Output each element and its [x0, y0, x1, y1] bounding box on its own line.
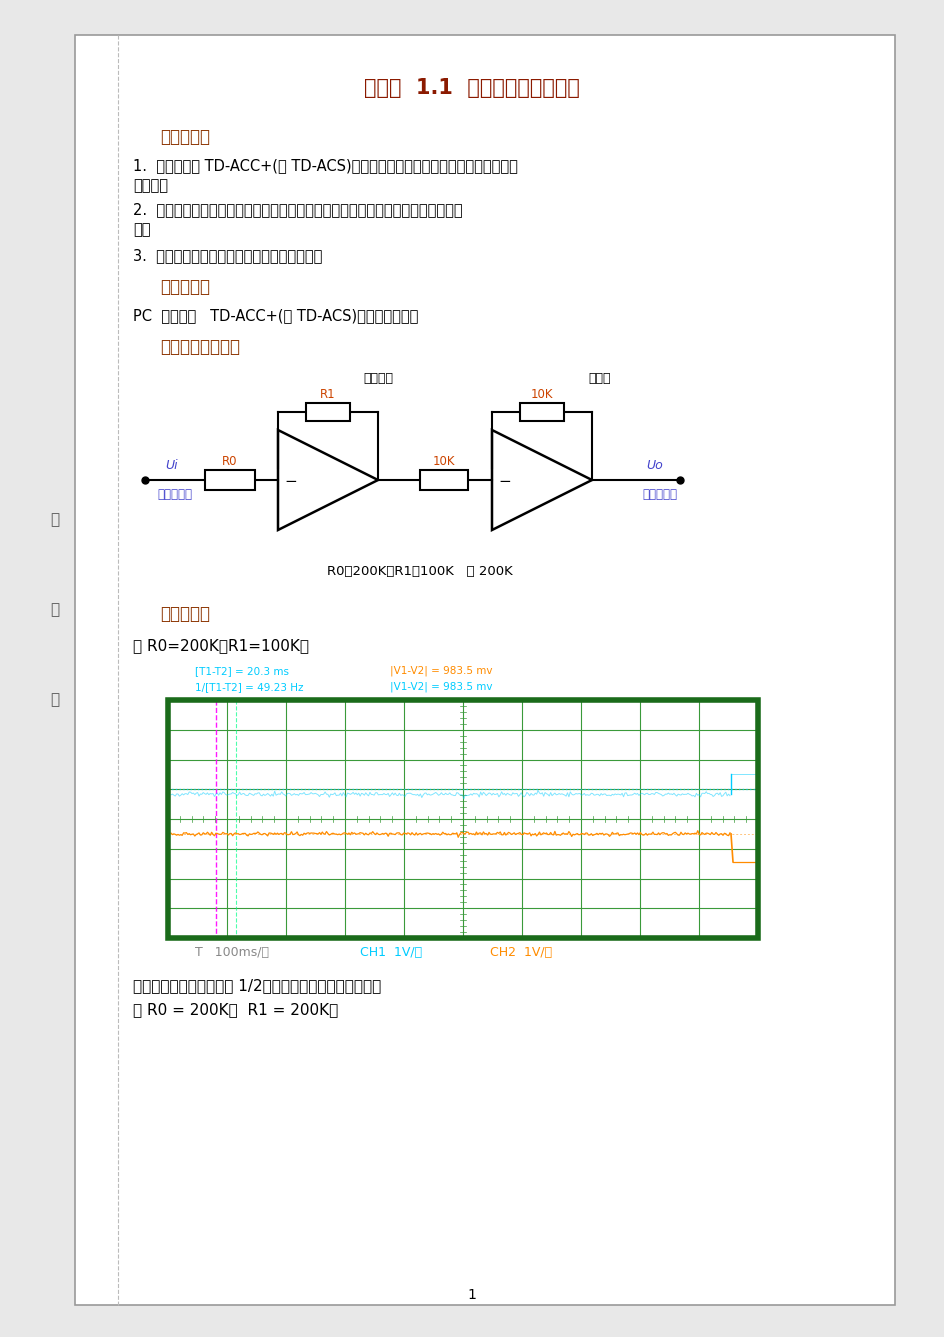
Text: R0＝200K；R1＝100K   或 200K: R0＝200K；R1＝100K 或 200K: [327, 566, 513, 578]
Text: −: −: [497, 475, 510, 489]
Text: 输出电压约为输入电压的 1/2，误差范围内满足理论波形，: 输出电压约为输入电压的 1/2，误差范围内满足理论波形，: [133, 977, 380, 993]
Text: 当 R0=200K；R1=100K：: 当 R0=200K；R1=100K：: [133, 638, 309, 652]
Text: 模拟电路图如下：: 模拟电路图如下：: [160, 338, 240, 356]
Text: 输出测量端: 输出测量端: [642, 488, 677, 501]
Text: 10K: 10K: [531, 388, 552, 401]
Text: CH1  1V/格: CH1 1V/格: [360, 947, 422, 959]
Text: PC  机一台，   TD-ACC+(或 TD-ACS)实验系统一套。: PC 机一台， TD-ACC+(或 TD-ACS)实验系统一套。: [133, 308, 418, 324]
Text: R1: R1: [320, 388, 335, 401]
Text: 实验结果：: 实验结果：: [160, 606, 210, 623]
Bar: [519, 402, 564, 421]
Bar: [168, 701, 757, 939]
Text: 实验设备：: 实验设备：: [160, 278, 210, 295]
Text: 10K: 10K: [432, 455, 455, 468]
Text: 1.  熟悉并掌握 TD-ACC+(或 TD-ACS)设备的使用方法及各典型环节模拟电路的构: 1. 熟悉并掌握 TD-ACC+(或 TD-ACS)设备的使用方法及各典型环节模…: [133, 158, 517, 172]
Text: 线: 线: [50, 693, 59, 707]
Text: R0: R0: [222, 455, 238, 468]
Text: 2.  熟悉各种典型环节的理想阶跃响应曲线和实际阶跃响应曲线。对比差异、分析原: 2. 熟悉各种典型环节的理想阶跃响应曲线和实际阶跃响应曲线。对比差异、分析原: [133, 202, 463, 217]
Text: 当 R0 = 200K；  R1 = 200K。: 当 R0 = 200K； R1 = 200K。: [133, 1001, 338, 1017]
Bar: [205, 471, 255, 489]
Bar: [306, 402, 349, 421]
Text: 成方法。: 成方法。: [133, 178, 168, 193]
Bar: [168, 701, 757, 939]
Text: CH2  1V/格: CH2 1V/格: [490, 947, 551, 959]
Text: T   100ms/格: T 100ms/格: [194, 947, 269, 959]
Text: 1: 1: [467, 1288, 476, 1302]
Text: 反相器: 反相器: [588, 372, 611, 385]
Text: 装: 装: [50, 512, 59, 528]
Text: Uo: Uo: [646, 459, 663, 472]
Text: [T1-T2] = 20.3 ms: [T1-T2] = 20.3 ms: [194, 666, 289, 677]
Text: Ui: Ui: [165, 459, 178, 472]
Bar: [419, 471, 467, 489]
Text: 实验一  1.1  典型环节的时域分析: 实验一 1.1 典型环节的时域分析: [363, 78, 580, 98]
Text: 1/[T1-T2] = 49.23 Hz: 1/[T1-T2] = 49.23 Hz: [194, 682, 303, 693]
Text: |V1-V2| = 983.5 mv: |V1-V2| = 983.5 mv: [390, 666, 492, 677]
Text: −: −: [284, 475, 296, 489]
Text: 实验目的：: 实验目的：: [160, 128, 210, 146]
Text: |V1-V2| = 983.5 mv: |V1-V2| = 983.5 mv: [390, 682, 492, 693]
Text: 订: 订: [50, 603, 59, 618]
Text: 信号输入端: 信号输入端: [158, 488, 193, 501]
Text: 比例环节: 比例环节: [362, 372, 393, 385]
Bar: [75, 35, 894, 1305]
Text: 3.  了解参数变化对典型环节动态特性的影响。: 3. 了解参数变化对典型环节动态特性的影响。: [133, 247, 322, 263]
Text: 因。: 因。: [133, 222, 150, 237]
